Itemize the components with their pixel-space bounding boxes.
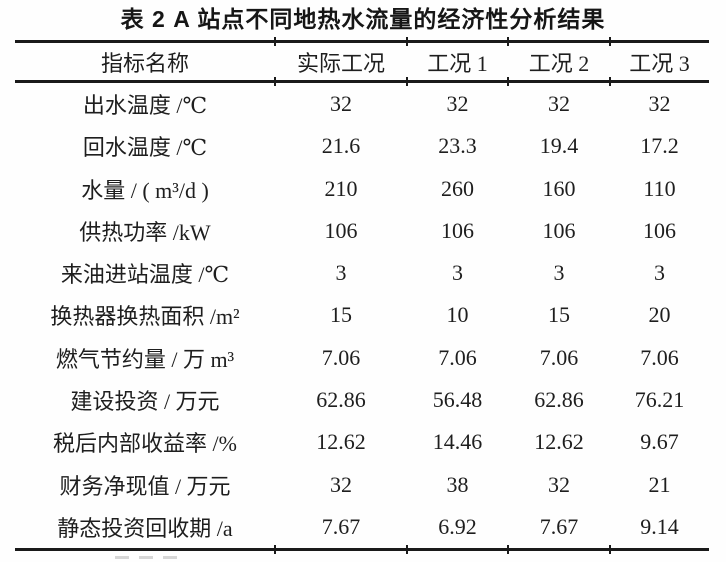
row-value: 23.3: [438, 133, 477, 159]
row-value: 106: [324, 217, 358, 243]
row-value: 12.62: [534, 429, 584, 455]
row-value: 9.14: [640, 513, 679, 539]
column-header-actual: 实际工况: [296, 50, 385, 76]
row-value: 32: [330, 91, 352, 117]
row-label: 出水温度 /℃: [82, 93, 208, 119]
row-value: 106: [441, 217, 474, 243]
row-value: 76.21: [634, 386, 685, 412]
column-header-case1: 工况 1: [427, 50, 488, 76]
table-row: 水量 / ( m³/d ) 210 260 160 110: [15, 168, 709, 210]
row-value: 21: [648, 471, 671, 497]
table-row: 税后内部收益率 /% 12.62 14.46 12.62 9.67: [15, 421, 709, 463]
row-value: 9.67: [640, 429, 679, 455]
table-row: 回水温度 /℃ 21.6 23.3 19.4 17.2: [15, 125, 709, 167]
table-row: 静态投资回收期 /a 7.67 6.92 7.67 9.14: [15, 506, 709, 548]
column-tick: [609, 77, 611, 86]
row-value: 7.06: [539, 344, 579, 370]
row-value: 7.06: [438, 344, 477, 370]
column-tick: [274, 545, 276, 554]
row-value: 7.67: [539, 513, 579, 539]
row-label: 水量 / ( m³/d ): [81, 177, 209, 203]
row-value: 32: [648, 91, 671, 117]
row-value: 62.86: [534, 386, 584, 412]
row-value: 62.86: [316, 386, 366, 412]
row-value: 3: [654, 260, 665, 286]
row-label: 供热功率 /kW: [79, 219, 211, 245]
row-value: 15: [330, 302, 352, 328]
row-value: 32: [330, 471, 352, 497]
table-row: 燃气节约量 / 万 m³ 7.06 7.06 7.06 7.06: [15, 337, 709, 379]
table-rule-header: [15, 80, 709, 83]
column-tick: [507, 545, 509, 554]
table-rule-bottom: [15, 548, 709, 551]
table-body: 出水温度 /℃ 32 32 32 32 回水温度 /℃ 21.6 23.3 19…: [15, 83, 709, 548]
column-header-case3: 工况 3: [629, 50, 690, 76]
column-tick: [274, 77, 276, 86]
row-label: 来油进站温度 /℃: [60, 262, 230, 288]
economics-table: 指标名称 实际工况 工况 1 工况 2 工况 3 出水温度 /℃ 32 32 3…: [15, 37, 709, 554]
row-value: 17.2: [640, 133, 679, 159]
row-value: 19.4: [539, 133, 579, 159]
row-label: 回水温度 /℃: [82, 135, 208, 161]
row-value: 10: [446, 302, 469, 328]
column-header-indicator: 指标名称: [100, 50, 189, 76]
table-row: 建设投资 / 万元 62.86 56.48 62.86 76.21: [15, 379, 709, 421]
table-rule-top: [15, 40, 709, 43]
table-row: 供热功率 /kW 106 106 106 106: [15, 210, 709, 252]
row-value: 32: [446, 91, 469, 117]
row-value: 20: [648, 302, 671, 328]
row-value: 32: [548, 91, 570, 117]
row-value: 38: [446, 471, 469, 497]
row-value: 260: [441, 175, 474, 201]
row-value: 12.62: [316, 429, 366, 455]
row-value: 32: [548, 471, 570, 497]
table-row: 来油进站温度 /℃ 3 3 3 3: [15, 252, 709, 294]
column-tick: [274, 37, 276, 46]
row-value: 3: [553, 260, 565, 286]
row-value: 210: [324, 175, 358, 201]
row-label: 燃气节约量 / 万 m³: [55, 346, 235, 372]
column-tick: [609, 545, 611, 554]
table-title: 表 2 A 站点不同地热水流量的经济性分析结果: [120, 6, 606, 32]
column-tick: [507, 77, 509, 86]
column-tick: [507, 37, 509, 46]
row-value: 110: [643, 175, 676, 201]
row-value: 7.06: [640, 344, 679, 370]
row-value: 7.06: [321, 344, 361, 370]
column-tick: [406, 37, 408, 46]
table-row: 换热器换热面积 /m² 15 10 15 20: [15, 294, 709, 336]
row-value: 15: [548, 302, 570, 328]
table-header-row: 指标名称 实际工况 工况 1 工况 2 工况 3: [15, 43, 709, 80]
row-label: 静态投资回收期 /a: [57, 515, 233, 541]
row-value: 21.6: [321, 133, 361, 159]
row-value: 106: [542, 217, 576, 243]
table-row: 财务净现值 / 万元 32 38 32 21: [15, 463, 709, 505]
column-tick: [609, 37, 611, 46]
row-value: 56.48: [432, 386, 483, 412]
row-value: 7.67: [321, 513, 361, 539]
table-row: 出水温度 /℃ 32 32 32 32: [15, 83, 709, 125]
row-label: 财务净现值 / 万元: [59, 473, 231, 499]
row-value: 6.92: [438, 513, 477, 539]
column-header-case2: 工况 2: [528, 50, 590, 76]
row-label: 建设投资 / 万元: [70, 388, 220, 414]
row-value: 160: [542, 175, 576, 201]
row-label: 税后内部收益率 /%: [53, 431, 237, 457]
row-label: 换热器换热面积 /m²: [50, 304, 240, 330]
column-tick: [406, 77, 408, 86]
row-value: 106: [643, 217, 676, 243]
row-value: 3: [335, 260, 347, 286]
column-tick: [406, 545, 408, 554]
page-crop-artifact: [115, 556, 195, 560]
row-value: 14.46: [432, 429, 483, 455]
row-value: 3: [452, 260, 463, 286]
